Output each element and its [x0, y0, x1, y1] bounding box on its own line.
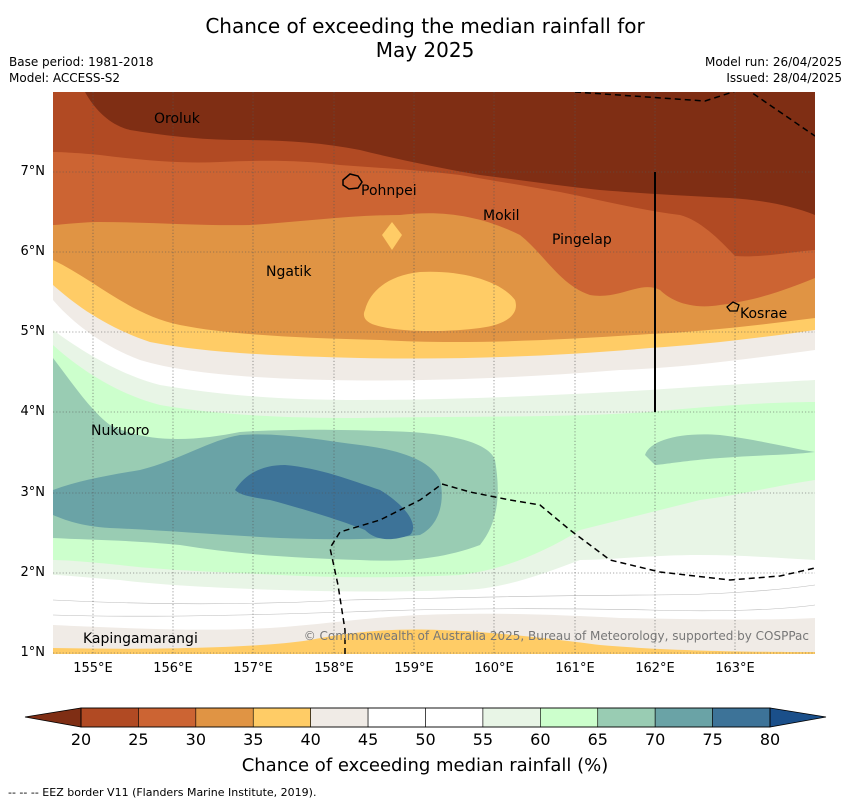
place-label-pohnpei: Pohnpei	[361, 183, 417, 199]
map-title-line2: May 2025	[375, 38, 475, 62]
eez-legend-note: -- -- -- EEZ border V11 (Flanders Marine…	[8, 786, 317, 799]
graticule	[53, 92, 815, 654]
colorbar-segment-50_55	[425, 707, 484, 728]
copyright-notice: © Commonwealth of Australia 2025, Bureau…	[303, 629, 809, 643]
y-tick-3n: 3°N	[20, 485, 46, 500]
model-name: Model: ACCESS-S2	[9, 71, 121, 85]
place-label-pingelap: Pingelap	[552, 232, 612, 248]
base-period: Base period: 1981-2018	[9, 55, 154, 69]
colorbar-tick-30: 30	[185, 730, 206, 749]
colorbar-tick-45: 45	[357, 730, 379, 749]
model-run: Model run: 26/04/2025	[704, 55, 842, 69]
y-tick-1n: 1°N	[20, 645, 46, 660]
x-tick-161e: 161°E	[555, 661, 595, 676]
colorbar-segment-30_35	[195, 707, 254, 728]
colorbar-extend-high	[770, 708, 826, 727]
x-tick-163e: 163°E	[715, 661, 755, 676]
colorbar-segment-65_70	[597, 707, 656, 728]
colorbar-tick-80: 80	[759, 730, 781, 749]
colorbar-tick-60: 60	[530, 730, 551, 749]
band-65-70-east	[645, 434, 815, 465]
band-75-80	[235, 465, 414, 540]
place-label-kosrae: Kosrae	[740, 306, 788, 322]
colorbar-segment-70_75	[654, 707, 713, 728]
colorbar-tick-25: 25	[128, 730, 149, 749]
issued-date: Issued: 28/04/2025	[726, 71, 842, 85]
colorbar-extend-low	[25, 708, 81, 727]
place-label-ngatik: Ngatik	[266, 264, 312, 280]
x-tick-156e: 156°E	[153, 661, 193, 676]
x-tick-160e: 160°E	[474, 661, 514, 676]
rainfall-probability-field	[53, 92, 815, 654]
colorbar-segment-60_65	[540, 707, 599, 728]
colorbar-tick-55: 55	[472, 730, 494, 749]
map-title-line1: Chance of exceeding the median rainfall …	[205, 14, 645, 38]
y-tick-4n: 4°N	[20, 404, 46, 419]
colorbar-segment-75_80	[712, 707, 771, 728]
band-35-40-blob-small	[382, 222, 402, 250]
place-label-nukuoro: Nukuoro	[91, 423, 150, 439]
x-tick-158e: 158°E	[314, 661, 354, 676]
colorbar-segment-45_50	[367, 707, 426, 728]
colorbar-tick-70: 70	[644, 730, 666, 749]
contour-lines	[53, 584, 815, 617]
colorbar-segment-25_30	[138, 707, 197, 728]
x-tick-157e: 157°E	[233, 661, 273, 676]
x-tick-162e: 162°E	[635, 661, 675, 676]
x-tick-159e: 159°E	[394, 661, 434, 676]
colorbar	[24, 707, 827, 728]
colorbar-tick-50: 50	[415, 730, 436, 749]
colorbar-tick-40: 40	[300, 730, 321, 749]
colorbar-segment-55_60	[482, 707, 541, 728]
colorbar-tick-75: 75	[702, 730, 723, 749]
band-35-40-blob	[363, 271, 516, 332]
place-label-mokil: Mokil	[483, 208, 520, 224]
place-label-kapingamarangi: Kapingamarangi	[83, 631, 198, 647]
colorbar-tick-35: 35	[243, 730, 264, 749]
eez-border	[329, 92, 815, 654]
colorbar-segment-35_40	[252, 707, 311, 728]
colorbar-segment-20_25	[80, 707, 139, 728]
y-tick-5n: 5°N	[20, 324, 46, 339]
y-tick-2n: 2°N	[20, 565, 46, 580]
band-bottom-35-40	[53, 629, 815, 654]
y-tick-7n: 7°N	[20, 164, 46, 179]
band-below-20	[53, 92, 815, 215]
place-label-oroluk: Oroluk	[154, 111, 200, 127]
colorbar-segment-40_45	[310, 707, 369, 728]
colorbar-tick-65: 65	[587, 730, 608, 749]
kosrae-island	[726, 301, 740, 312]
x-tick-155e: 155°E	[73, 661, 113, 676]
y-tick-6n: 6°N	[20, 244, 46, 259]
pohnpei-island	[342, 173, 363, 190]
colorbar-label: Chance of exceeding median rainfall (%)	[241, 755, 609, 776]
colorbar-tick-20: 20	[70, 730, 92, 749]
